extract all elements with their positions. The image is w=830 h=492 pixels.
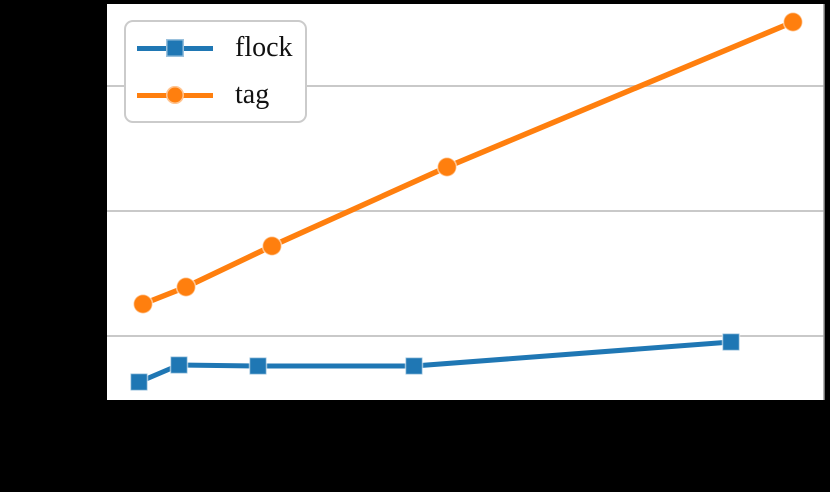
tag-line-sample	[137, 85, 213, 105]
tag-marker	[175, 276, 197, 298]
flock-line-sample	[137, 38, 213, 58]
flock-marker	[248, 356, 268, 376]
legend-box: flock tag	[124, 20, 307, 123]
square-marker-icon	[166, 39, 184, 57]
tag-marker	[782, 11, 804, 33]
flock-marker	[721, 332, 741, 352]
legend-item-tag: tag	[137, 78, 305, 112]
flock-marker	[169, 355, 189, 375]
circle-marker-icon	[166, 86, 184, 104]
legend-label-tag: tag	[235, 79, 270, 110]
tag-marker	[261, 235, 283, 257]
tag-marker	[436, 156, 458, 178]
legend-item-flock: flock	[137, 31, 305, 65]
tag-marker	[132, 293, 154, 315]
legend-label-flock: flock	[235, 32, 293, 63]
flock-marker	[129, 372, 149, 392]
flock-marker	[404, 356, 424, 376]
